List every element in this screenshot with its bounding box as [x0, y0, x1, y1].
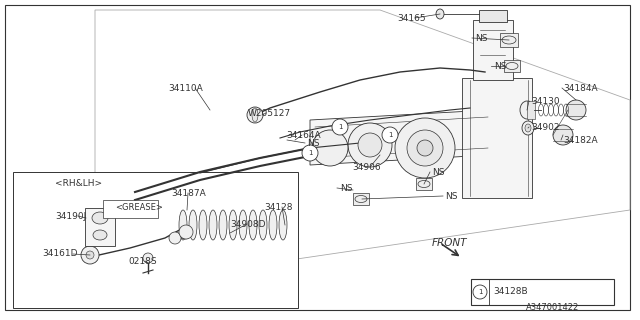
Ellipse shape — [93, 230, 107, 240]
Ellipse shape — [506, 62, 518, 69]
Text: 1: 1 — [308, 150, 312, 156]
Circle shape — [179, 225, 193, 239]
Circle shape — [302, 145, 318, 161]
Ellipse shape — [279, 210, 287, 240]
Text: 34182A: 34182A — [563, 135, 598, 145]
Bar — [85, 208, 115, 246]
Text: A347001422: A347001422 — [526, 302, 579, 311]
Circle shape — [358, 133, 382, 157]
Ellipse shape — [525, 124, 531, 132]
Text: 1: 1 — [477, 289, 483, 295]
Circle shape — [553, 125, 573, 145]
Circle shape — [169, 232, 181, 244]
Ellipse shape — [522, 121, 534, 135]
Ellipse shape — [502, 36, 516, 44]
Circle shape — [86, 251, 94, 259]
Ellipse shape — [249, 210, 257, 240]
Circle shape — [417, 140, 433, 156]
Ellipse shape — [189, 210, 197, 240]
Text: 34187A: 34187A — [171, 188, 205, 197]
Polygon shape — [310, 110, 490, 165]
Ellipse shape — [209, 210, 217, 240]
Bar — [103, 200, 158, 218]
Circle shape — [566, 100, 586, 120]
Circle shape — [143, 253, 153, 263]
Ellipse shape — [179, 210, 187, 240]
Text: NS: NS — [307, 139, 319, 148]
Ellipse shape — [92, 212, 108, 224]
Text: 34161D: 34161D — [42, 250, 77, 259]
Text: NS: NS — [475, 34, 488, 43]
Ellipse shape — [239, 210, 247, 240]
Text: 34110A: 34110A — [168, 84, 203, 92]
Text: 34128: 34128 — [264, 203, 292, 212]
Ellipse shape — [269, 210, 277, 240]
Text: <GREASE>: <GREASE> — [115, 203, 163, 212]
Ellipse shape — [520, 101, 534, 119]
Text: NS: NS — [340, 183, 353, 193]
Text: 34184A: 34184A — [563, 84, 598, 92]
Text: NS: NS — [494, 61, 506, 70]
Ellipse shape — [252, 108, 258, 122]
Text: 0218S: 0218S — [128, 257, 157, 266]
Text: 34164A: 34164A — [286, 131, 321, 140]
Text: 34190J: 34190J — [55, 212, 86, 220]
Ellipse shape — [199, 210, 207, 240]
Circle shape — [473, 285, 487, 299]
Circle shape — [382, 127, 398, 143]
Ellipse shape — [418, 180, 430, 188]
Text: 34908D: 34908D — [230, 220, 266, 228]
Ellipse shape — [259, 210, 267, 240]
Text: 34906: 34906 — [352, 163, 381, 172]
Text: 34130: 34130 — [531, 97, 559, 106]
Ellipse shape — [355, 196, 367, 203]
Circle shape — [81, 246, 99, 264]
Text: NS: NS — [432, 167, 445, 177]
Ellipse shape — [219, 210, 227, 240]
Text: 1: 1 — [338, 124, 342, 130]
Bar — [473, 20, 513, 80]
Bar — [471, 279, 614, 305]
Text: 34128B: 34128B — [493, 287, 527, 297]
Circle shape — [179, 227, 191, 239]
Text: 34902: 34902 — [531, 123, 559, 132]
Circle shape — [348, 123, 392, 167]
Bar — [479, 10, 507, 22]
Ellipse shape — [436, 9, 444, 19]
Text: 34165: 34165 — [397, 13, 426, 22]
Bar — [353, 193, 369, 205]
Circle shape — [395, 118, 455, 178]
Circle shape — [312, 130, 348, 166]
Ellipse shape — [229, 210, 237, 240]
Bar — [13, 172, 298, 308]
Circle shape — [247, 107, 263, 123]
Bar — [416, 178, 432, 190]
Bar — [504, 60, 520, 72]
Text: W205127: W205127 — [248, 108, 291, 117]
Text: NS: NS — [445, 191, 458, 201]
Text: <RH&LH>: <RH&LH> — [55, 179, 102, 188]
Text: 1: 1 — [388, 132, 392, 138]
Bar — [462, 78, 532, 198]
Circle shape — [332, 119, 348, 135]
Bar — [527, 101, 535, 119]
Bar — [500, 33, 518, 47]
Circle shape — [407, 130, 443, 166]
Text: FRONT: FRONT — [432, 238, 467, 248]
